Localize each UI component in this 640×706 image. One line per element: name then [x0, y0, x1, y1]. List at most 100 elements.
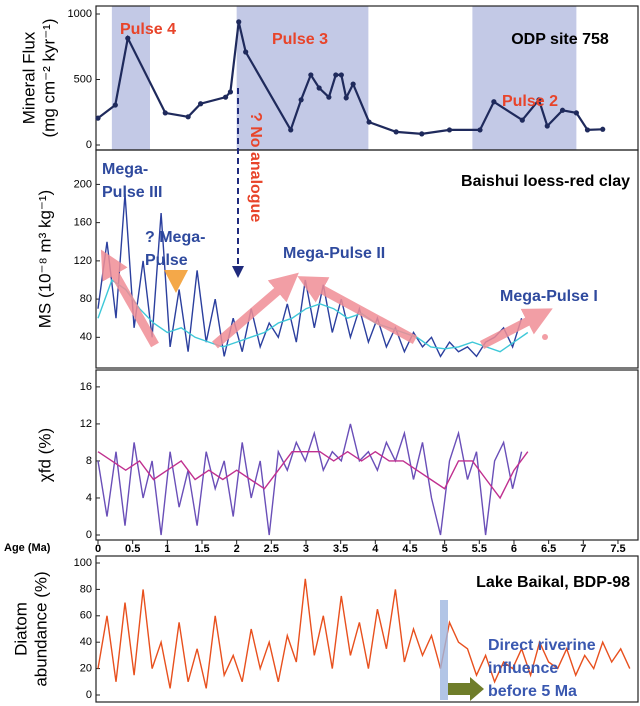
annotation: Pulse 3 — [272, 31, 328, 48]
point — [491, 99, 497, 105]
y-axis-label: χfd (%) — [35, 428, 54, 482]
series-line — [97, 423, 523, 536]
y-tick-label: 0 — [86, 689, 92, 701]
arrowhead — [164, 270, 188, 293]
point — [125, 35, 131, 41]
y-tick-label: 16 — [80, 381, 92, 393]
series-line — [97, 278, 529, 353]
series-line — [97, 193, 523, 358]
x-tick-label: 2.5 — [264, 543, 279, 555]
annotation: Mega- — [102, 161, 148, 178]
point — [350, 81, 356, 87]
shaded-range — [236, 6, 369, 150]
annotation: Mega-Pulse II — [283, 245, 385, 262]
point — [112, 102, 118, 108]
y-tick-label: 8 — [86, 455, 92, 467]
plot-frame — [95, 369, 639, 541]
series-line — [97, 578, 631, 689]
arrow — [100, 249, 159, 348]
y-tick-label: 0 — [86, 139, 92, 151]
point — [584, 127, 591, 133]
x-tick-label: 6.5 — [541, 543, 556, 555]
annotation: Pulse 2 — [502, 93, 558, 110]
point — [198, 101, 204, 107]
point — [338, 72, 344, 78]
point — [519, 117, 525, 123]
y-tick-label: 100 — [74, 557, 92, 569]
point — [477, 127, 483, 133]
point — [227, 89, 234, 95]
x-tick-label: 4 — [372, 543, 379, 555]
point — [393, 129, 399, 135]
mega-pulse-arrows — [100, 249, 553, 349]
y-tick-label: 500 — [74, 73, 92, 85]
point — [236, 19, 242, 25]
x-tick-label: 1.5 — [194, 543, 209, 555]
x-tick-label: 3.5 — [333, 543, 348, 555]
x-tick-label: 0 — [95, 543, 101, 555]
point — [573, 110, 579, 116]
annotation: Pulse 4 — [120, 21, 176, 38]
point — [343, 95, 349, 101]
annotation: Pulse III — [102, 184, 162, 201]
point — [536, 97, 542, 103]
x-tick-label: 5.5 — [472, 543, 487, 555]
dot — [542, 334, 548, 340]
point — [326, 94, 332, 100]
shaded-range — [111, 6, 150, 150]
arrow — [448, 677, 484, 701]
x-tick-label: 1 — [164, 543, 170, 555]
annotation: ? No analogue — [247, 112, 264, 222]
y-axis-label: Mineral Flux — [19, 31, 38, 124]
point — [185, 114, 191, 120]
x-axis-label: Age (Ma) — [4, 542, 51, 554]
arrow — [479, 308, 553, 349]
point — [222, 94, 229, 100]
x-tick-label: 6 — [511, 543, 517, 555]
x-tick-label: 2 — [234, 543, 240, 555]
point — [446, 127, 453, 133]
x-tick-label: 5 — [442, 543, 448, 555]
series-line — [97, 450, 529, 500]
point — [366, 119, 372, 125]
point — [298, 97, 304, 103]
arrow — [297, 276, 418, 344]
annotation: Pulse — [145, 252, 188, 269]
point — [243, 49, 249, 55]
point — [308, 72, 314, 78]
point — [95, 115, 101, 121]
y-tick-label: 80 — [80, 293, 92, 305]
point — [559, 107, 566, 113]
y-tick-label: 1000 — [68, 8, 92, 20]
y-axis-label: abundance (%) — [31, 571, 50, 686]
shaded-range — [472, 6, 577, 150]
arrow — [212, 272, 299, 349]
point — [419, 131, 425, 137]
y-tick-label: 40 — [80, 636, 92, 648]
point — [600, 126, 606, 132]
y-tick-label: 60 — [80, 610, 92, 622]
plot-frame — [95, 555, 639, 703]
plot-frame — [95, 149, 639, 369]
annotation: before 5 Ma — [488, 683, 577, 700]
x-tick-label: 7.5 — [610, 543, 625, 555]
y-tick-label: 0 — [86, 529, 92, 541]
y-tick-label: 4 — [86, 492, 92, 504]
annotation: Direct riverine — [488, 637, 596, 654]
y-axis-label: MS (10⁻⁸ m³ kg⁻¹) — [35, 190, 54, 328]
annotation: ODP site 758 — [511, 31, 609, 48]
series-line — [97, 21, 603, 136]
y-tick-label: 80 — [80, 583, 92, 595]
y-tick-label: 160 — [74, 217, 92, 229]
point — [544, 123, 550, 129]
y-tick-label: 120 — [74, 255, 92, 267]
y-tick-label: 40 — [80, 331, 92, 343]
point — [288, 127, 294, 133]
x-tick-label: 0.5 — [125, 543, 140, 555]
point — [162, 110, 168, 116]
point — [316, 85, 322, 91]
x-tick-label: 7 — [580, 543, 586, 555]
x-tick-label: 3 — [303, 543, 309, 555]
